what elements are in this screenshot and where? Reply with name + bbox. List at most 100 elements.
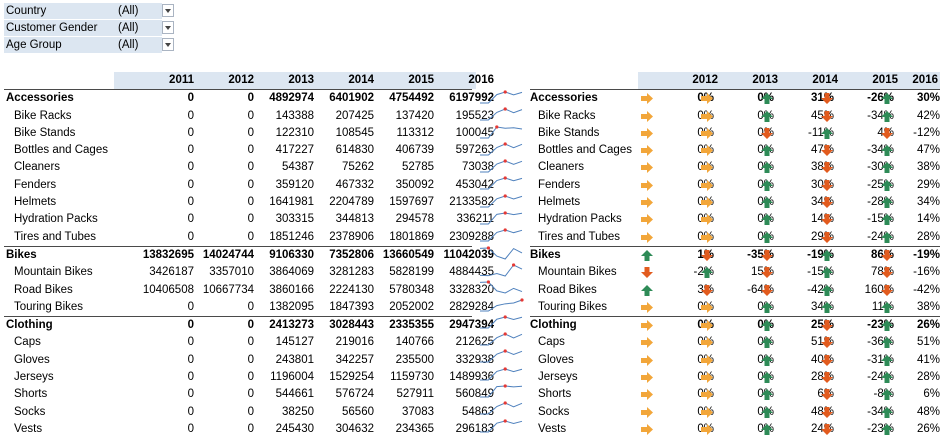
sparkline-path [480,212,523,225]
sparkline-high-marker [512,263,516,267]
value-cell: 38250 [282,405,314,418]
row-label: Mountain Bikes [14,266,93,279]
yellow-right-arrow-icon [701,372,713,384]
yellow-right-arrow-icon [701,145,713,157]
sparkline-path [480,160,523,173]
green-up-arrow-icon [881,320,893,332]
sparkline-path [480,126,523,139]
row-label: Hydration Packs [538,213,622,226]
sparkline [480,332,523,346]
row-label: Cleaners [538,161,585,174]
value-cell: 243801 [275,353,314,366]
value-cell: 2335355 [389,319,434,332]
row-label: Touring Bikes [538,300,608,313]
value-cell: 9106330 [269,248,314,261]
table-row: Hydration Packs 0 0 303315 344813 294578 33621… [4,211,494,228]
yellow-right-arrow-icon [701,110,713,122]
value-cell: 0 [247,319,254,332]
value-cell: 37083 [402,405,434,418]
sparkline [480,349,523,363]
yellow-right-arrow-icon [701,214,713,226]
red-down-arrow-icon [881,267,893,279]
row-label: Shorts [14,388,48,401]
red-down-arrow-icon [881,284,893,296]
green-up-arrow-icon [761,389,773,401]
sparkline-high-marker [503,315,507,319]
green-up-arrow-icon [761,423,773,435]
year-header: 2012 [228,74,254,86]
yellow-right-arrow-icon [641,145,653,157]
green-up-arrow-icon [881,389,893,401]
green-up-arrow-icon [761,372,773,384]
percent-cell: 47% [916,144,940,157]
percent-cell: -42% [913,283,940,296]
value-cell: 1847393 [329,300,374,313]
red-down-arrow-icon [761,284,773,296]
row-label: Bottles and Cages [14,144,108,157]
sparkline [480,297,524,312]
row-label: Vests [538,422,567,435]
sparkline-high-marker [503,228,507,232]
sparkline [480,159,523,173]
yellow-right-arrow-icon [701,320,713,332]
green-up-arrow-icon [761,93,773,105]
sparkline-path [480,385,523,398]
red-down-arrow-icon [821,197,833,209]
dropdown-arrow-icon[interactable] [162,21,174,34]
value-cell: 2224130 [329,283,374,296]
red-down-arrow-icon [821,145,833,157]
sparkline-high-marker [503,159,507,163]
red-down-arrow-icon [701,249,713,261]
row-label: Tires and Tubes [14,230,97,243]
filter-value[interactable]: (All) [114,37,162,54]
table-row: Bike Stands 0 0 122310 108545 113312 100045 [4,125,494,142]
row-label: Bottles and Cages [538,144,632,157]
percent-cell: -19% [913,248,940,261]
row-label: Caps [538,336,565,349]
row-label: Mountain Bikes [538,266,617,279]
row-label: Bikes [6,248,37,261]
dropdown-arrow-icon[interactable] [162,4,174,17]
value-cell: 5780348 [389,283,434,296]
value-cell: 56560 [342,405,374,418]
percent-cell: 34% [916,196,940,209]
value-cell: 527911 [396,388,434,401]
row-label: Tires and Tubes [538,230,621,243]
year-header: 2011 [169,74,194,86]
sparkline-high-marker [495,124,499,129]
filter-value[interactable]: (All) [114,20,162,37]
sparkline-high-marker [503,176,507,181]
row-label: Road Bikes [538,283,597,296]
year-header: 2014 [348,74,374,86]
red-down-arrow-icon [821,423,833,435]
value-cell: 207425 [335,109,374,122]
green-up-arrow-icon [881,301,893,313]
value-cell: 4892974 [269,92,314,105]
row-label: Accessories [530,92,598,105]
sparkline-path [480,229,523,242]
sparkline-path [479,264,523,277]
percent-cell: 26% [916,319,940,332]
green-up-arrow-icon [881,423,893,435]
value-cell: 1529254 [329,371,374,384]
yellow-right-arrow-icon [701,197,713,209]
yellow-right-arrow-icon [641,231,653,243]
value-cell: 234365 [395,422,434,435]
value-cell: 350092 [395,178,434,191]
value-cell: 453042 [455,178,494,191]
value-cell: 0 [247,371,254,384]
green-up-arrow-icon [761,231,773,243]
green-up-arrow-icon [881,354,893,366]
green-up-arrow-icon [821,301,833,313]
red-down-arrow-icon [821,354,833,366]
sparkline-high-marker [503,142,507,146]
filter-value[interactable]: (All) [114,3,162,20]
value-cell: 0 [187,126,194,139]
value-cell: 0 [187,388,194,401]
yellow-right-arrow-icon [641,423,653,435]
year-header: 2012 [692,74,718,86]
dropdown-arrow-icon[interactable] [162,38,174,51]
